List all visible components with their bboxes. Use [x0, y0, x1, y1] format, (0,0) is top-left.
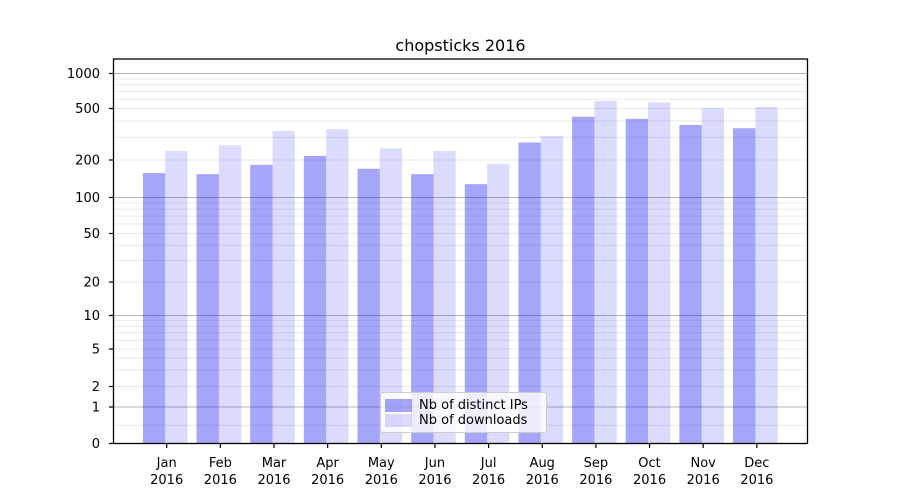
- y-tick-label: 1: [92, 401, 100, 416]
- x-tick-label-month: Nov: [691, 456, 717, 471]
- x-tick-label-year: 2016: [526, 473, 559, 488]
- x-tick-label-year: 2016: [687, 473, 720, 488]
- bar-distinct-ips-sep-2016: [572, 116, 595, 444]
- bar-distinct-ips-feb-2016: [196, 174, 219, 444]
- x-tick-label-year: 2016: [365, 473, 398, 488]
- x-tick-label-year: 2016: [418, 473, 451, 488]
- x-tick-label-year: 2016: [472, 473, 505, 488]
- bar-distinct-ips-jan-2016: [142, 173, 166, 444]
- bar-downloads-oct-2016: [648, 102, 671, 444]
- x-tick-label-year: 2016: [311, 473, 344, 488]
- bar-downloads-dec-2016: [755, 107, 778, 444]
- legend: Nb of distinct IPs Nb of downloads: [380, 392, 547, 433]
- bar-distinct-ips-apr-2016: [303, 155, 327, 444]
- x-tick-label-month: Mar: [262, 456, 287, 471]
- y-tick-label: 1000: [67, 67, 100, 82]
- x-tick-label-year: 2016: [150, 473, 183, 488]
- legend-label-downloads: Nb of downloads: [419, 413, 528, 428]
- bar-distinct-ips-aug-2016: [518, 142, 541, 444]
- legend-swatch-distinct-ips: [385, 399, 412, 412]
- y-tick-label: 2: [92, 380, 100, 395]
- x-tick-label-month: Jan: [156, 456, 177, 471]
- bar-distinct-ips-jul-2016: [464, 184, 488, 444]
- x-tick-label-month: Jun: [424, 456, 445, 471]
- bar-distinct-ips-jun-2016: [411, 174, 434, 444]
- bar-distinct-ips-may-2016: [357, 168, 380, 444]
- bar-downloads-jan-2016: [165, 150, 188, 444]
- x-tick-label-year: 2016: [633, 473, 666, 488]
- bar-downloads-jun-2016: [433, 150, 456, 444]
- x-tick-label-year: 2016: [579, 473, 612, 488]
- y-tick-label: 10: [83, 309, 100, 324]
- bar-downloads-aug-2016: [540, 136, 564, 444]
- legend-label-distinct-ips: Nb of distinct IPs: [419, 398, 528, 413]
- y-tick-label: 5: [92, 343, 100, 358]
- x-tick-label-month: Feb: [209, 456, 232, 471]
- y-tick-label: 200: [75, 154, 100, 169]
- x-tick-label-month: Oct: [638, 456, 660, 471]
- bar-distinct-ips-nov-2016: [679, 124, 702, 444]
- bar-downloads-may-2016: [379, 148, 403, 444]
- plot-border: [112, 58, 809, 445]
- bar-downloads-apr-2016: [326, 129, 349, 444]
- y-tick-label: 0: [92, 437, 100, 452]
- legend-row-downloads: Nb of downloads: [385, 413, 540, 428]
- x-tick-label-month: Aug: [530, 456, 555, 471]
- bar-distinct-ips-mar-2016: [250, 164, 273, 444]
- y-tick-label: 100: [75, 191, 100, 206]
- bar-downloads-feb-2016: [218, 145, 242, 444]
- x-tick-label-month: May: [368, 456, 395, 471]
- x-tick-label-year: 2016: [204, 473, 237, 488]
- bar-downloads-jul-2016: [487, 163, 510, 444]
- y-tick-label: 500: [75, 102, 100, 117]
- y-tick-label: 20: [83, 276, 100, 291]
- legend-swatch-downloads: [385, 414, 412, 427]
- legend-row-distinct-ips: Nb of distinct IPs: [385, 398, 540, 413]
- x-tick-label-month: Sep: [584, 456, 609, 471]
- x-tick-label-year: 2016: [740, 473, 773, 488]
- bar-distinct-ips-dec-2016: [733, 128, 756, 444]
- bar-downloads-mar-2016: [272, 130, 295, 444]
- x-tick-label-year: 2016: [257, 473, 290, 488]
- bar-downloads-sep-2016: [594, 101, 617, 444]
- x-tick-label-month: Jul: [480, 456, 497, 471]
- chart-title: chopsticks 2016: [395, 36, 526, 55]
- bar-distinct-ips-oct-2016: [625, 118, 649, 444]
- x-tick-label-month: Dec: [744, 456, 769, 471]
- x-tick-label-month: Apr: [316, 456, 339, 471]
- y-tick-label: 50: [83, 227, 100, 242]
- bar-downloads-nov-2016: [701, 108, 724, 444]
